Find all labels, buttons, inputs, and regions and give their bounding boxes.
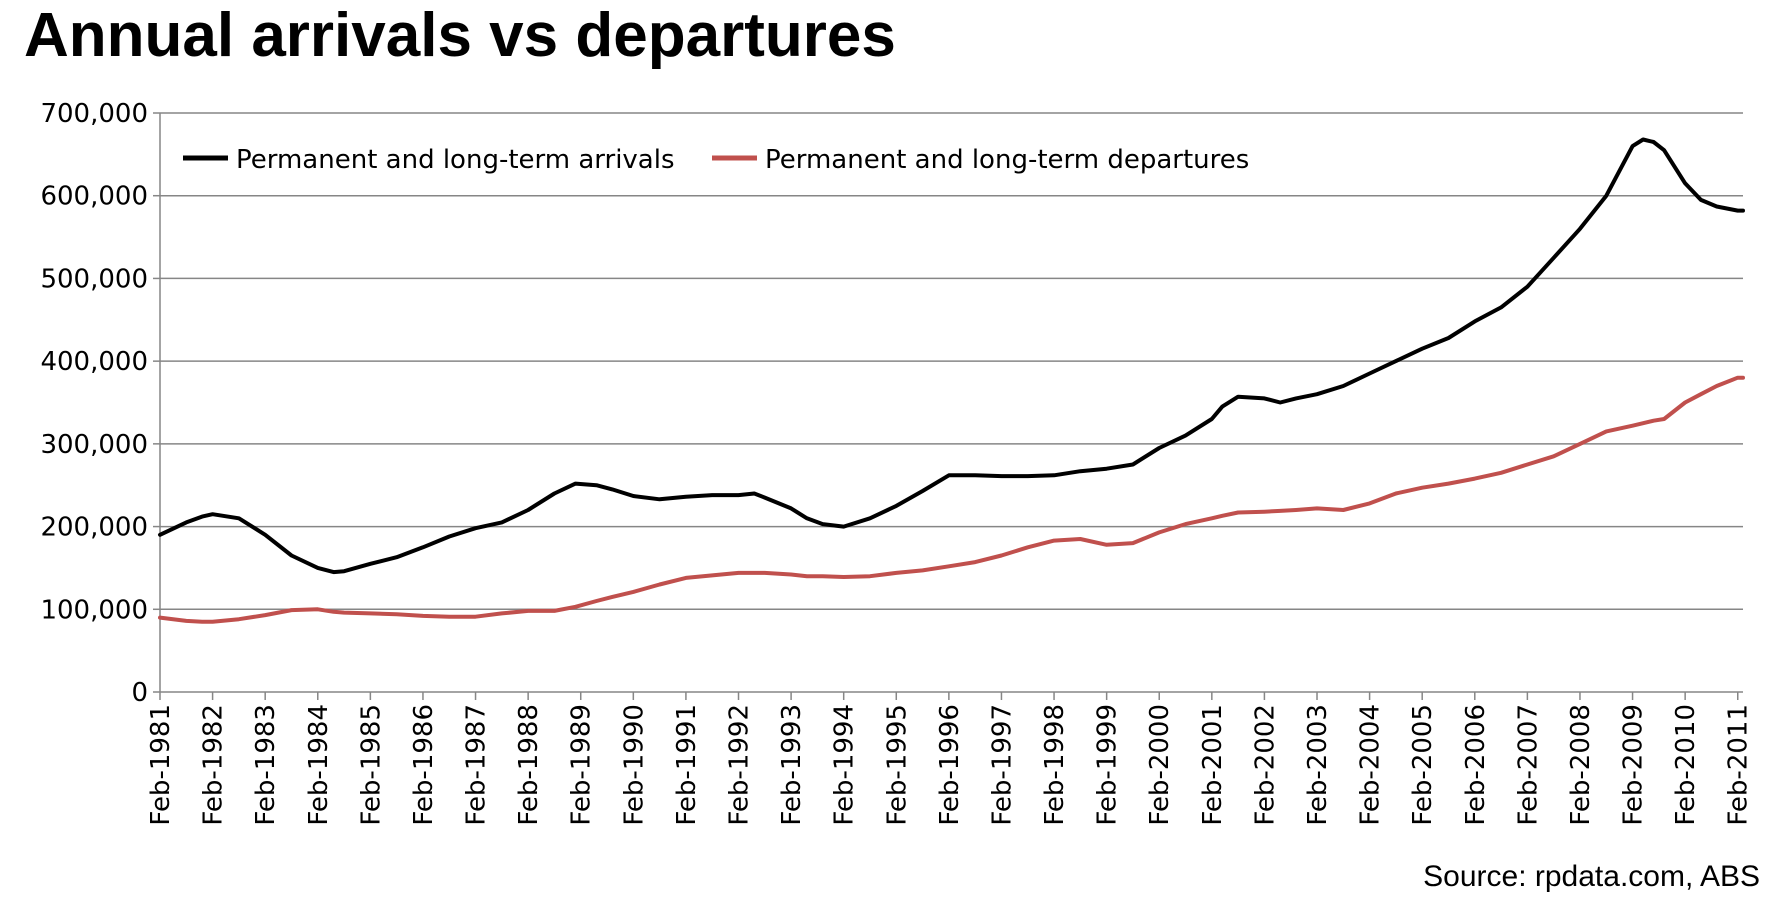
x-tick-label: Feb-2006 [1461, 704, 1491, 826]
y-tick-label: 200,000 [40, 513, 148, 543]
x-tick-label: Feb-1992 [725, 704, 755, 826]
x-tick-label: Feb-1981 [146, 704, 176, 826]
series-line-arrivals [158, 137, 1745, 575]
y-tick-label: 700,000 [40, 99, 148, 129]
x-tick-label: Feb-1998 [1040, 704, 1070, 826]
x-tick-label: Feb-1987 [462, 704, 492, 826]
x-tick-label: Feb-1991 [672, 704, 702, 826]
x-tick-label: Feb-1994 [830, 704, 860, 826]
x-tick-label: Feb-2005 [1408, 704, 1438, 826]
x-tick-label: Feb-1996 [935, 704, 965, 826]
gridlines [160, 112, 1743, 611]
x-tick-label: Feb-1995 [882, 704, 912, 826]
x-tick-label: Feb-1988 [514, 704, 544, 826]
x-tick-label: Feb-2001 [1198, 704, 1228, 826]
x-tick-label: Feb-1993 [777, 704, 807, 826]
x-tick-label: Feb-2011 [1724, 704, 1754, 826]
y-tick-label: 600,000 [40, 182, 148, 212]
y-axis-tick-labels: 700,000 600,000 500,000 400,000 300,000 200,0… [40, 99, 148, 708]
y-tick-label: 100,000 [40, 595, 148, 625]
x-tick-label: Feb-1989 [567, 704, 597, 826]
x-tick-label: Feb-2007 [1513, 704, 1543, 826]
series-line-departures [158, 375, 1745, 624]
x-tick-label: Feb-1997 [987, 704, 1017, 826]
source-note: Source: rpdata.com, ABS [1423, 860, 1760, 893]
y-tick-label: 500,000 [40, 264, 148, 294]
x-tick-label: Feb-2003 [1303, 704, 1333, 826]
x-axis-tick-labels: Feb-1981 Feb-1982 Feb-1983 Feb-1984 Feb-1985… [146, 704, 1754, 826]
x-tick-label: Feb-1990 [619, 704, 649, 826]
y-tick-label: 0 [131, 678, 148, 708]
x-tick-label: Feb-1984 [304, 704, 334, 826]
legend-label-arrivals: Permanent and long-term arrivals [236, 145, 675, 175]
y-tick-label: 300,000 [40, 430, 148, 460]
legend-label-departures: Permanent and long-term departures [765, 145, 1249, 175]
x-tick-label: Feb-1982 [199, 704, 229, 826]
x-tick-label: Feb-1986 [409, 704, 439, 826]
x-tick-label: Feb-1985 [356, 704, 386, 826]
y-tick-label: 400,000 [40, 347, 148, 377]
legend: Permanent and long-term arrivals Permane… [183, 145, 1249, 175]
x-tick-label: Feb-2002 [1250, 704, 1280, 826]
x-tick-label: Feb-2000 [1145, 704, 1175, 826]
x-tick-label: Feb-2008 [1566, 704, 1596, 826]
axes [153, 112, 1743, 700]
x-tick-label: Feb-2010 [1671, 704, 1701, 826]
x-tick-label: Feb-1999 [1093, 704, 1123, 826]
chart-title: Annual arrivals vs departures [24, 1, 896, 70]
x-tick-label: Feb-2009 [1619, 704, 1649, 826]
x-tick-label: Feb-2004 [1356, 704, 1386, 826]
series-lines [158, 137, 1745, 624]
x-tick-label: Feb-1983 [251, 704, 281, 826]
